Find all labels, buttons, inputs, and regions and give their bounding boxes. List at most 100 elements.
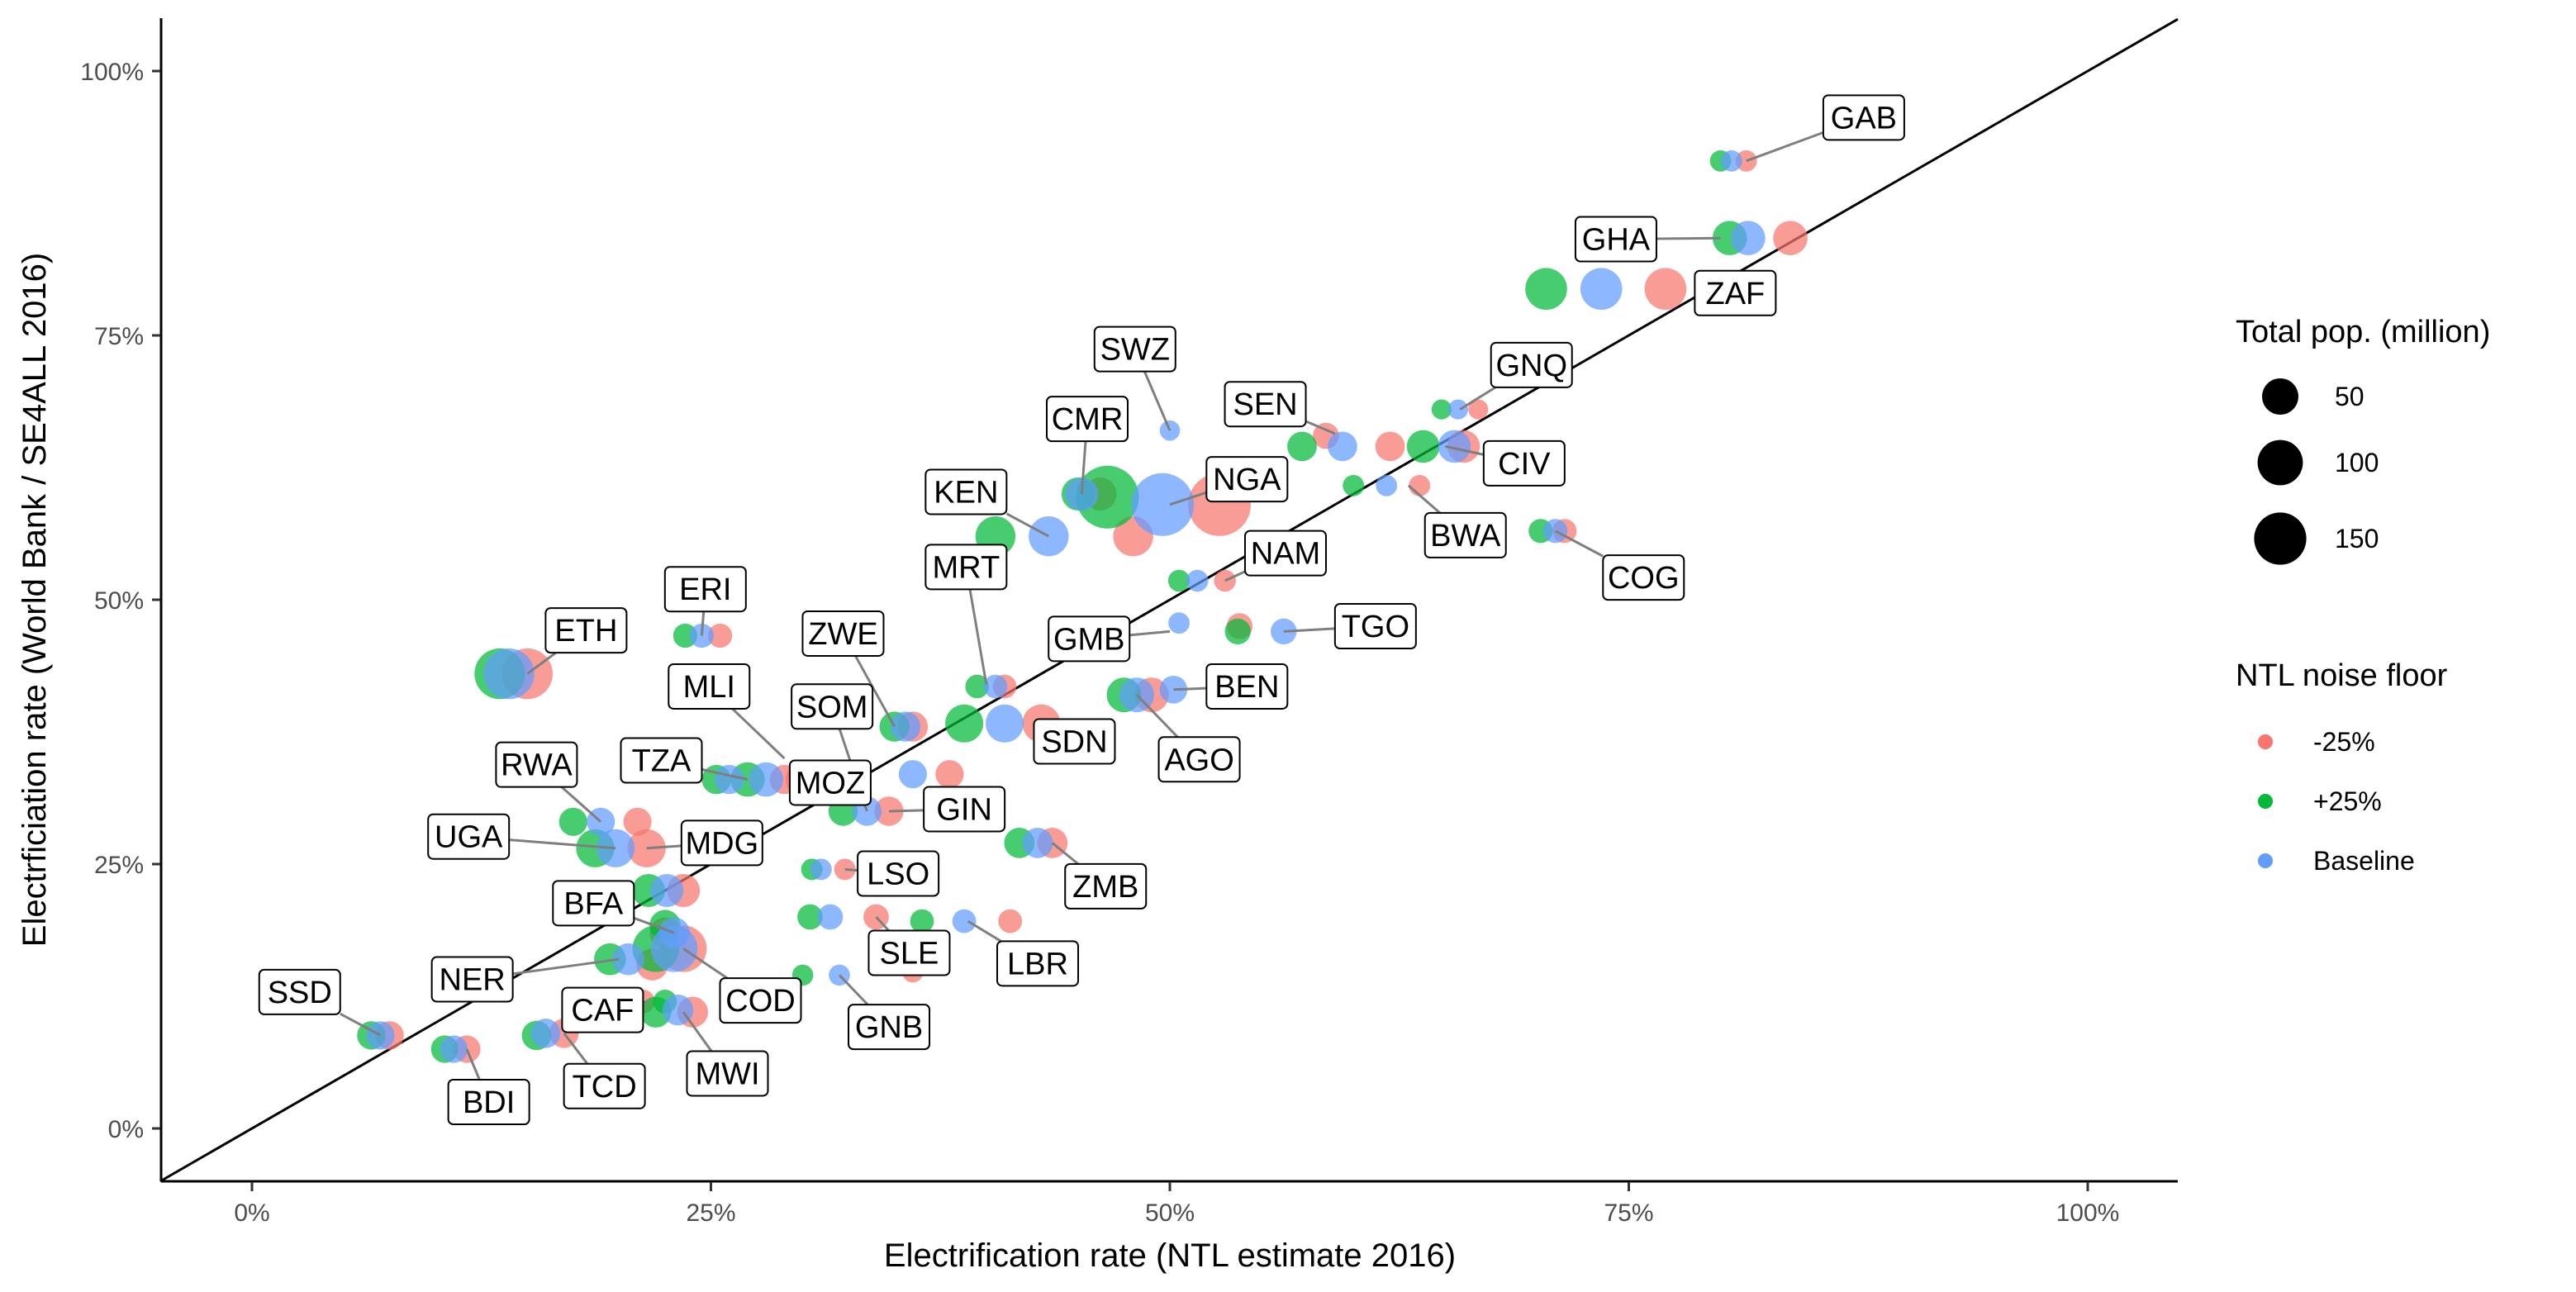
label-box (561, 986, 644, 1033)
leader-line (1656, 236, 1721, 240)
point-Baseline-32 (596, 829, 635, 867)
x-tick-label: 25% (686, 1199, 735, 1227)
label-box (544, 607, 628, 654)
leader-line (701, 767, 749, 781)
country-label-zwe: ZWE (801, 610, 896, 728)
label-box (427, 813, 511, 860)
label-text: GHA (1582, 223, 1651, 258)
label-text: NER (440, 963, 506, 998)
country-label-sen: SEN (1224, 381, 1336, 435)
point-plus25pct-20 (910, 909, 934, 933)
country-label-tgo: TGO (1283, 603, 1417, 649)
label-box (1205, 456, 1289, 503)
size-legend-key (2257, 439, 2303, 486)
country-label-zmb: ZMB (1051, 842, 1148, 910)
label-text: MRT (933, 550, 1000, 585)
leader-line (1129, 629, 1171, 637)
leader-line (512, 957, 620, 976)
leader-line (875, 915, 890, 932)
point-minus25pct-6 (1375, 431, 1405, 462)
label-box (668, 663, 751, 710)
reference-line-group (159, 17, 2179, 1183)
y-tick-label: 50% (94, 587, 144, 615)
label-box (1602, 554, 1685, 601)
y-axis-title: Electrficiation rate (World Bank / SE4AL… (17, 253, 53, 947)
country-label-sle: SLE (867, 915, 951, 976)
point-plus25pct-6 (1287, 431, 1317, 462)
label-box (1482, 439, 1566, 487)
point-Baseline-3 (1447, 399, 1468, 420)
point-Baseline-26 (810, 858, 832, 881)
point-plus25pct-25 (673, 623, 698, 648)
label-text: MOZ (796, 766, 865, 800)
ticks-group: 0% 25% 50% 75% 100% 0% 25% 50% 75% 100% (80, 59, 2119, 1227)
leader-line (1305, 420, 1336, 435)
point-Baseline-37 (662, 994, 694, 1026)
point-Baseline-14 (1159, 676, 1188, 704)
leader-line (340, 1012, 382, 1037)
label-box (924, 544, 1008, 591)
label-box (1574, 216, 1657, 263)
x-tick-label: 50% (1145, 1199, 1195, 1227)
color-legend-label: Baseline (2313, 846, 2415, 876)
point-minus25pct-28 (623, 807, 652, 836)
point-minus25pct-19 (935, 760, 964, 789)
point-plus25pct-3 (1431, 399, 1452, 420)
country-label-ago: AGO (1135, 694, 1241, 783)
label-text: MDG (686, 826, 759, 861)
point-minus25pct-22 (998, 909, 1023, 933)
size-legend-key (2262, 378, 2298, 415)
color-legend-key (2258, 794, 2273, 809)
points-group (357, 150, 1808, 1063)
point-Baseline-4 (1438, 430, 1471, 463)
country-label-ssd: SSD (258, 968, 382, 1037)
point-Baseline-7 (1376, 474, 1398, 496)
leader-line (1224, 570, 1246, 582)
leader-line (1746, 131, 1824, 163)
leader-line (838, 974, 869, 1006)
label-text: COD (725, 984, 795, 1019)
point-Baseline-27 (749, 762, 783, 797)
leader-line (1051, 842, 1080, 866)
country-label-moz: MOZ (788, 759, 872, 806)
point-Baseline-36 (612, 943, 644, 976)
label-text: MLI (683, 670, 735, 705)
label-box (663, 566, 747, 613)
axes-group (159, 18, 2178, 1183)
leader-line (1169, 491, 1207, 506)
leader-line (967, 919, 1002, 943)
label-text: ZWE (808, 617, 877, 652)
leader-line (1283, 627, 1335, 633)
label-box (719, 977, 802, 1024)
point-plus25pct-14 (965, 674, 989, 699)
country-label-gin: GIN (888, 786, 1006, 833)
label-text: ZMB (1072, 870, 1138, 905)
leader-line (682, 948, 729, 980)
point-Baseline-23 (817, 904, 844, 930)
leader-line (563, 1032, 589, 1065)
label-box (1490, 341, 1573, 388)
label-box (563, 1062, 646, 1109)
label-box (848, 1004, 931, 1051)
label-box (1064, 862, 1148, 910)
leader-line (1173, 686, 1207, 691)
size-legend-label: 100 (2335, 448, 2379, 477)
country-label-gnb: GNB (838, 974, 931, 1051)
label-text: AGO (1164, 743, 1233, 777)
label-text: TCD (573, 1070, 637, 1104)
country-label-tcd: TCD (563, 1032, 646, 1109)
y-tick-label: 75% (94, 323, 144, 350)
legend: Total pop. (million) 50 100 150 NTL noise … (2236, 315, 2490, 876)
country-label-eri: ERI (663, 566, 747, 636)
point-plus25pct-15 (945, 704, 984, 743)
leader-line (1407, 484, 1441, 515)
point-Baseline-0 (1721, 150, 1742, 172)
label-box (620, 737, 703, 784)
label-text: UGA (435, 820, 503, 855)
label-box (1046, 396, 1129, 443)
label-box (924, 468, 1008, 515)
size-legend-items: 50 100 150 (2254, 378, 2379, 565)
color-legend-key (2258, 853, 2273, 868)
leader-line (968, 589, 988, 685)
